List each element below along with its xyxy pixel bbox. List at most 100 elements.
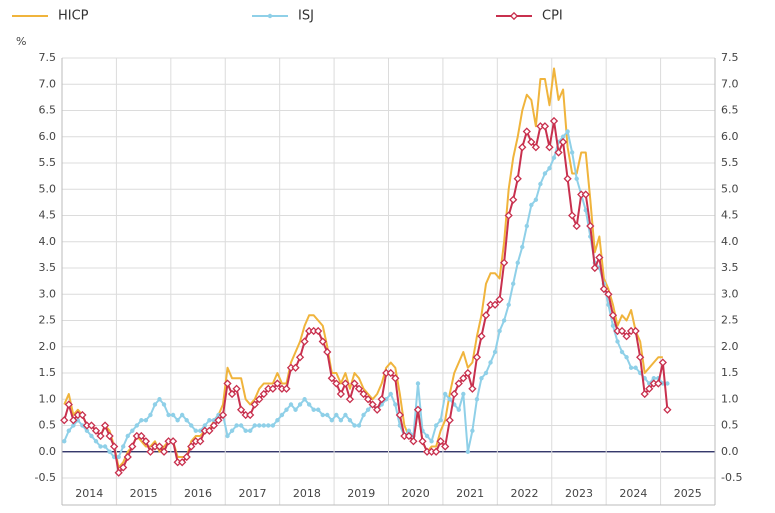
legend-label: ISJ (298, 9, 314, 24)
point (388, 391, 393, 397)
point (497, 328, 502, 334)
point (155, 442, 164, 451)
point (229, 428, 235, 433)
point (490, 300, 500, 309)
point (62, 439, 67, 444)
grid (62, 57, 715, 505)
point (549, 116, 559, 126)
point (128, 442, 137, 451)
point (279, 412, 285, 418)
point (266, 423, 271, 428)
y2-tick-label: 3.0 (721, 287, 739, 300)
point (568, 211, 577, 220)
point (214, 416, 223, 425)
x-tick-label: 2017 (238, 487, 266, 500)
point (247, 428, 253, 433)
point (636, 353, 645, 362)
point (456, 407, 461, 412)
x-tick-label: 2024 (619, 487, 647, 500)
point (617, 326, 627, 336)
point (359, 389, 368, 399)
point (615, 339, 620, 344)
point (445, 416, 454, 425)
point (524, 223, 530, 229)
point (492, 349, 498, 355)
point (647, 381, 652, 386)
point (284, 407, 289, 412)
point (438, 418, 443, 423)
point (495, 295, 504, 304)
point (325, 412, 330, 418)
x-tick-label: 2014 (75, 487, 103, 500)
y-tick-label: 4.5 (39, 209, 57, 222)
point (116, 454, 121, 460)
point (461, 391, 466, 397)
point (483, 370, 489, 376)
point (329, 418, 335, 423)
y2-tick-label: 6.5 (721, 104, 739, 117)
point (500, 258, 509, 267)
y-axis-unit: % (16, 35, 26, 48)
point (538, 181, 543, 187)
point (196, 437, 205, 446)
point (488, 360, 493, 365)
point (347, 418, 353, 423)
point (474, 397, 480, 402)
point (227, 389, 237, 399)
point (395, 410, 404, 420)
point (259, 389, 268, 399)
y-tick-label: 1.0 (39, 392, 57, 405)
point (209, 421, 219, 430)
point (409, 437, 418, 446)
point (352, 423, 357, 428)
point (583, 208, 588, 213)
point (311, 407, 316, 412)
point (250, 400, 259, 409)
point (341, 379, 350, 388)
point (178, 458, 187, 467)
point (288, 402, 294, 407)
point (547, 166, 552, 171)
point (431, 447, 441, 456)
point (651, 376, 656, 381)
point (130, 428, 135, 433)
point (628, 365, 634, 370)
point (91, 426, 101, 435)
point (255, 395, 264, 404)
point (152, 402, 158, 407)
point (282, 384, 291, 393)
point (365, 407, 371, 412)
y-tick-label: 2.0 (39, 340, 57, 353)
point (354, 384, 364, 393)
point (189, 423, 194, 428)
point (96, 431, 105, 441)
point (569, 150, 575, 155)
point (71, 423, 76, 428)
point (193, 428, 198, 433)
point (424, 433, 430, 439)
point (554, 148, 563, 157)
point (418, 437, 427, 446)
point (202, 423, 208, 428)
point (377, 395, 386, 404)
y2-tick-label: 7.5 (721, 51, 739, 64)
point (323, 347, 332, 357)
point (139, 418, 144, 423)
point (447, 397, 452, 402)
y-tick-label: 1.5 (39, 366, 57, 379)
point (563, 174, 572, 183)
point (157, 397, 162, 402)
y2-tick-label: 7.0 (721, 77, 739, 90)
point (137, 431, 146, 441)
point (69, 416, 78, 425)
y2-tick-label: 4.5 (721, 209, 739, 222)
x-tick-label: 2019 (347, 487, 375, 500)
point (604, 290, 613, 299)
legend-marker (267, 13, 273, 19)
x-tick-label: 2020 (402, 487, 430, 500)
y2-tick-label: 1.0 (721, 392, 739, 405)
point (198, 428, 203, 433)
point (141, 437, 151, 446)
point (345, 395, 355, 404)
point (295, 353, 305, 362)
